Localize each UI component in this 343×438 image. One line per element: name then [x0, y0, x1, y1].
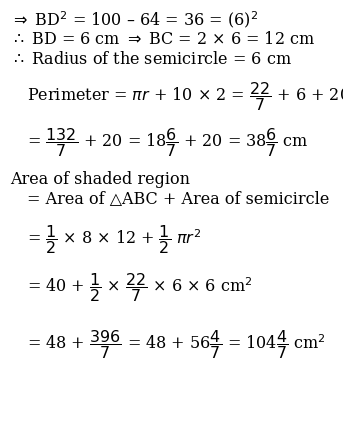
- Text: Area of shaded region: Area of shaded region: [10, 171, 190, 188]
- Text: = 40 + $\dfrac{1}{2}$ × $\dfrac{22}{7}$ × 6 × 6 cm$^2$: = 40 + $\dfrac{1}{2}$ × $\dfrac{22}{7}$ …: [27, 270, 253, 304]
- Text: $\Rightarrow$ BD$^2$ = 100 – 64 = 36 = (6)$^2$: $\Rightarrow$ BD$^2$ = 100 – 64 = 36 = (…: [10, 9, 258, 30]
- Text: = Area of △ABC + Area of semicircle: = Area of △ABC + Area of semicircle: [27, 190, 330, 206]
- Text: $\therefore$ BD = 6 cm $\Rightarrow$ BC = 2 × 6 = 12 cm: $\therefore$ BD = 6 cm $\Rightarrow$ BC …: [10, 31, 316, 48]
- Text: = $\dfrac{1}{2}$ × 8 × 12 + $\dfrac{1}{2}$ $\pi r^2$: = $\dfrac{1}{2}$ × 8 × 12 + $\dfrac{1}{2…: [27, 222, 202, 255]
- Text: Perimeter = $\pi r$ + 10 × 2 = $\dfrac{22}{7}$ + 6 + 20: Perimeter = $\pi r$ + 10 × 2 = $\dfrac{2…: [27, 80, 343, 113]
- Text: $\therefore$ Radius of the semicircle = 6 cm: $\therefore$ Radius of the semicircle = …: [10, 51, 292, 67]
- Text: = 48 + $\dfrac{396}{7}$ = 48 + 56$\dfrac{4}{7}$ = 104$\dfrac{4}{7}$ cm$^2$: = 48 + $\dfrac{396}{7}$ = 48 + 56$\dfrac…: [27, 327, 326, 360]
- Text: = $\dfrac{132}{7}$ + 20 = 18$\dfrac{6}{7}$ + 20 = 38$\dfrac{6}{7}$ cm: = $\dfrac{132}{7}$ + 20 = 18$\dfrac{6}{7…: [27, 126, 309, 159]
